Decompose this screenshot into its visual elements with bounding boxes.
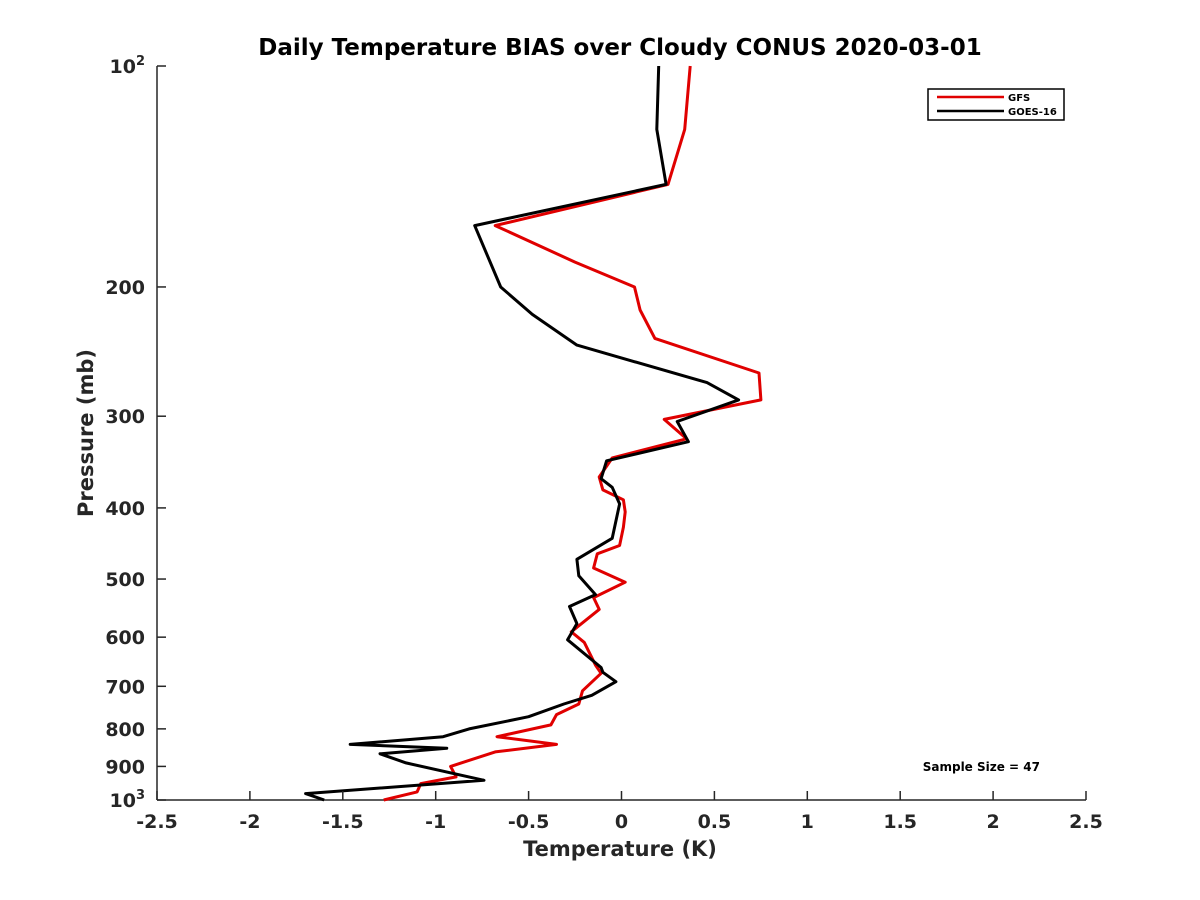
sample-size-annotation: Sample Size = 47 bbox=[923, 760, 1040, 774]
y-tick-label: 700 bbox=[105, 676, 145, 698]
y-tick-label: 103 bbox=[110, 788, 146, 812]
y-tick-label: 800 bbox=[105, 719, 145, 741]
y-tick-label: 200 bbox=[105, 277, 145, 299]
y-tick-label: 900 bbox=[105, 756, 145, 778]
y-axis-title: Pressure (mb) bbox=[74, 349, 98, 517]
y-tick-label: 102 bbox=[110, 54, 146, 78]
y-tick-label: 400 bbox=[105, 498, 145, 520]
x-tick-label: -2 bbox=[239, 811, 260, 833]
y-tick-label: 300 bbox=[105, 406, 145, 428]
x-tick-label: -0.5 bbox=[508, 811, 550, 833]
y-tick-label: 600 bbox=[105, 627, 145, 649]
series-layer bbox=[304, 65, 763, 802]
x-tick-label: -2.5 bbox=[136, 811, 178, 833]
x-axis-title: Temperature (K) bbox=[523, 837, 717, 861]
x-tick-label: -1.5 bbox=[322, 811, 364, 833]
y-tick-label: 500 bbox=[105, 569, 145, 591]
legend-label-gfs: GFS bbox=[1008, 93, 1030, 104]
x-tick-label: 0.5 bbox=[698, 811, 732, 833]
plot-area: -2.5 -2 -1.5 -1 -0.5 0 0.5 1 1.5 2 2.5 102 200 300 40… bbox=[105, 54, 1103, 833]
y-ticks: 102 200 300 400 500 600 700 800 900 103 bbox=[105, 54, 166, 812]
x-tick-label: 2.5 bbox=[1069, 811, 1103, 833]
x-ticks: -2.5 -2 -1.5 -1 -0.5 0 0.5 1 1.5 2 2.5 bbox=[136, 791, 1103, 833]
x-tick-label: 0 bbox=[615, 811, 628, 833]
series-line-goes-16 bbox=[304, 65, 741, 802]
legend: GFS GOES-16 bbox=[927, 88, 1065, 121]
x-tick-label: 1 bbox=[801, 811, 814, 833]
legend-box bbox=[927, 88, 1065, 121]
legend-label-goes-16: GOES-16 bbox=[1008, 107, 1057, 118]
series-line-gfs bbox=[383, 65, 763, 802]
x-tick-label: -1 bbox=[425, 811, 446, 833]
chart-title: Daily Temperature BIAS over Cloudy CONUS… bbox=[258, 35, 981, 61]
x-tick-label: 1.5 bbox=[883, 811, 917, 833]
x-tick-label: 2 bbox=[986, 811, 999, 833]
